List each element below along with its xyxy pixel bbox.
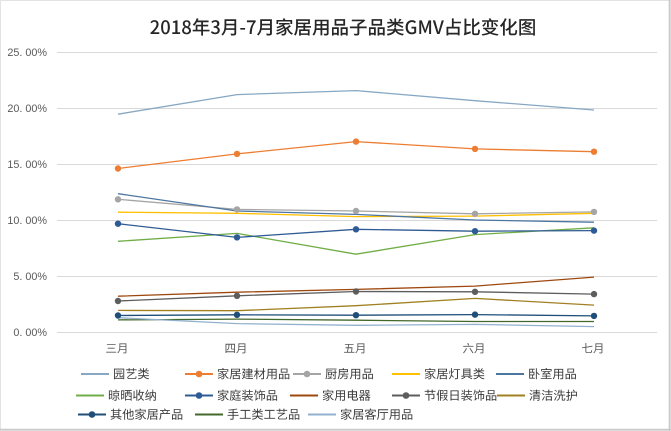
svg-text:25. 00%: 25. 00% xyxy=(7,47,47,59)
svg-text:15. 00%: 15. 00% xyxy=(7,159,47,171)
svg-text:0. 00%: 0. 00% xyxy=(13,327,47,339)
svg-text:20. 00%: 20. 00% xyxy=(7,103,47,115)
svg-text:10. 00%: 10. 00% xyxy=(7,215,47,227)
svg-text:5. 00%: 5. 00% xyxy=(13,271,47,283)
